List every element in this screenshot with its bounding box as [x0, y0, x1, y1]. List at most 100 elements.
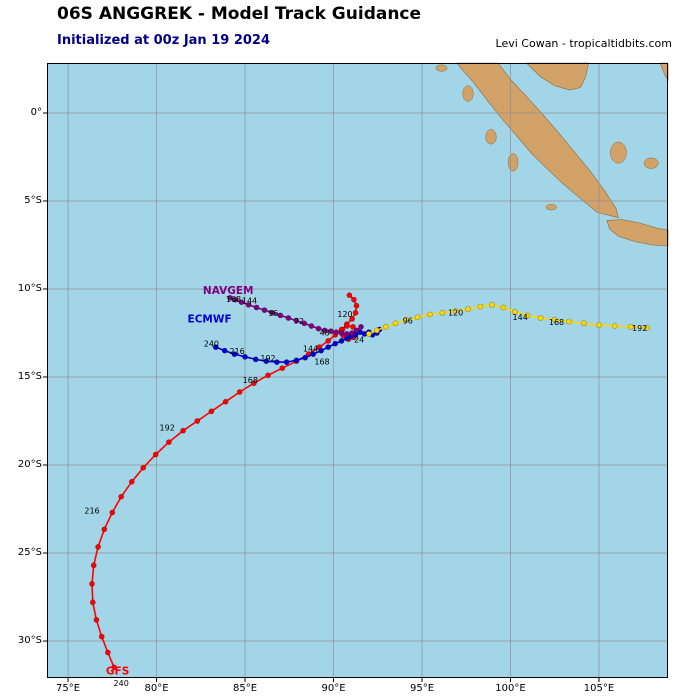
track-point	[349, 330, 355, 336]
hour-label: 144	[513, 313, 528, 322]
track-point	[325, 344, 332, 350]
island-siberut	[485, 129, 497, 145]
x-tick-label: 80°E	[144, 683, 169, 694]
track-point	[101, 526, 108, 533]
island-simeulue	[435, 64, 448, 72]
y-tick-label: 10°S	[17, 283, 42, 294]
track-yellow-model: 96 120 144 168 192	[365, 301, 650, 337]
track-point	[343, 323, 350, 329]
track-point	[349, 315, 355, 322]
land-borneo-corner	[659, 62, 669, 82]
track-point	[318, 347, 324, 354]
track-point	[293, 357, 300, 364]
hour-label: 72	[294, 317, 304, 326]
track-point	[253, 304, 260, 311]
track-point	[321, 327, 328, 334]
track-point	[245, 301, 252, 308]
hour-label: 168	[314, 358, 329, 367]
track-point	[263, 358, 270, 365]
land-java-west	[606, 219, 669, 247]
track-point	[333, 329, 340, 335]
track-point	[252, 356, 259, 363]
track-point	[90, 562, 97, 569]
island-enggano	[545, 204, 557, 211]
track-point	[89, 580, 95, 587]
track-point	[627, 323, 634, 330]
track-point	[109, 509, 116, 516]
track-point	[273, 359, 280, 365]
y-tick-label: 0°	[30, 106, 42, 118]
y-tick-label: 30°S	[17, 635, 42, 647]
track-point	[279, 365, 286, 372]
track-point	[236, 389, 243, 395]
track-point	[596, 322, 602, 328]
hour-label: 192	[260, 354, 275, 363]
track-point	[293, 317, 300, 324]
track-point	[221, 347, 228, 354]
track-point	[325, 337, 332, 344]
track-point	[98, 633, 105, 640]
hour-label: 192	[632, 324, 647, 333]
track-point	[643, 324, 650, 331]
track-point	[338, 337, 345, 344]
track-point	[452, 308, 459, 314]
hour-label: 192	[160, 424, 175, 433]
track-point	[488, 301, 495, 308]
hour-label: 144	[242, 296, 257, 305]
track-point	[231, 351, 238, 357]
track-point	[477, 303, 484, 310]
hour-label: 96	[268, 309, 278, 318]
hour-label: 144	[303, 345, 318, 354]
track-point	[118, 493, 125, 500]
track-point	[95, 543, 101, 550]
hour-label: 240	[204, 340, 219, 349]
track-point	[208, 408, 215, 415]
track-point	[338, 330, 345, 336]
land-sumatra	[456, 62, 619, 219]
track-point	[403, 316, 409, 323]
track-point	[238, 299, 245, 306]
track-point	[551, 316, 558, 323]
track-point	[89, 599, 96, 606]
island-nias	[462, 85, 474, 102]
grid-layer	[43, 63, 668, 682]
y-tick-label: 5°S	[24, 194, 42, 206]
track-point	[427, 311, 433, 318]
track-point	[128, 478, 135, 485]
model-label-ecmwf: ECMWF	[188, 313, 232, 325]
track-point	[346, 292, 353, 299]
hour-label: 216	[84, 506, 99, 515]
y-tick-label: 20°S	[17, 459, 42, 471]
hour-label: 24	[354, 336, 364, 345]
chart-subtitle: Initialized at 00z Jan 19 2024	[57, 33, 271, 48]
track-point	[277, 312, 284, 319]
track-point	[511, 308, 518, 315]
track-point	[353, 302, 360, 309]
hour-label: 168	[243, 376, 258, 385]
island-bangka	[610, 141, 627, 164]
chart-title: 06S ANGGREK - Model Track Guidance	[57, 4, 422, 24]
track-point	[250, 380, 257, 387]
model-label-gfs: GFS	[106, 666, 129, 678]
track-point	[285, 315, 292, 321]
land-layer	[435, 62, 669, 247]
track-point	[350, 296, 357, 303]
plot-area: 120 168 192 216 240 GFS 24 144 168 192 216 240 ECMWF…	[43, 62, 669, 688]
track-point	[261, 307, 268, 313]
track-point	[301, 320, 308, 327]
track-point	[140, 464, 147, 471]
x-tick-label: 100°E	[495, 683, 526, 694]
track-point	[500, 304, 507, 311]
island-sipora-pagai	[507, 153, 519, 172]
hour-label: 240	[114, 679, 129, 688]
track-point	[439, 309, 446, 316]
track-point	[308, 323, 315, 329]
track-point	[358, 323, 364, 330]
track-point	[93, 617, 100, 623]
x-tick-label: 95°E	[409, 683, 435, 694]
hour-label: 168	[549, 318, 564, 327]
track-point	[152, 451, 159, 458]
hour-label: 168	[226, 295, 241, 304]
